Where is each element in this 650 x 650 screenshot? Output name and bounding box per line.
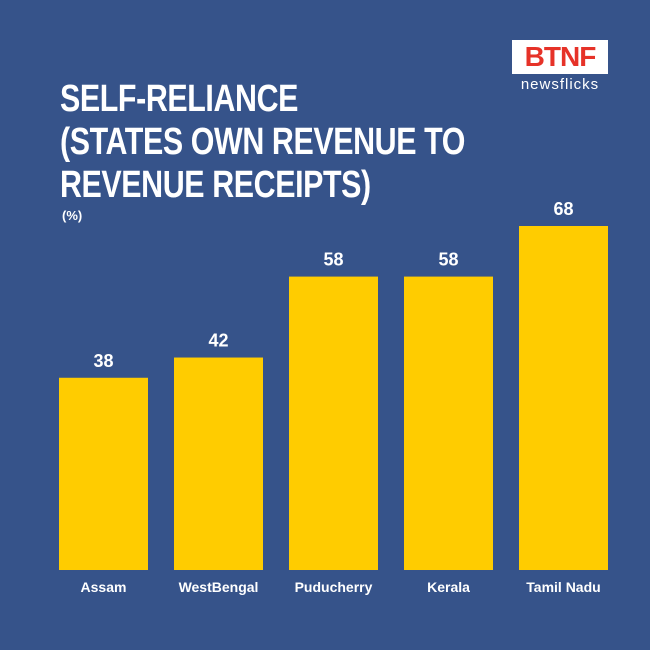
unit-label: (%) [62, 208, 83, 223]
title-line-3: REVENUE RECEIPTS) [60, 164, 371, 206]
category-label-puducherry: Puducherry [295, 579, 373, 595]
value-label-kerala: 58 [438, 250, 458, 270]
category-label-assam: Assam [81, 579, 127, 595]
bar-westbengal [174, 357, 263, 570]
category-label-westbengal: WestBengal [179, 579, 259, 595]
title-line-2: (STATES OWN REVENUE TO [60, 121, 465, 163]
brand-logo: BTNF newsflicks [508, 40, 612, 96]
value-label-puducherry: 58 [323, 250, 343, 270]
value-label-tamil-nadu: 68 [553, 199, 573, 219]
bar-kerala [404, 276, 493, 570]
category-label-tamil-nadu: Tamil Nadu [526, 579, 600, 595]
value-label-assam: 38 [93, 351, 113, 371]
category-label-kerala: Kerala [427, 579, 470, 595]
chart-title: SELF-RELIANCE (STATES OWN REVENUE TO REV… [60, 78, 465, 207]
logo-text: newsflicks [520, 76, 600, 93]
bar-tamil-nadu [519, 226, 608, 570]
title-line-1: SELF-RELIANCE [60, 78, 298, 120]
logo-badge: BTNF [512, 40, 608, 74]
bar-puducherry [289, 276, 378, 570]
bar-assam [59, 377, 148, 570]
value-label-westbengal: 42 [208, 331, 228, 351]
